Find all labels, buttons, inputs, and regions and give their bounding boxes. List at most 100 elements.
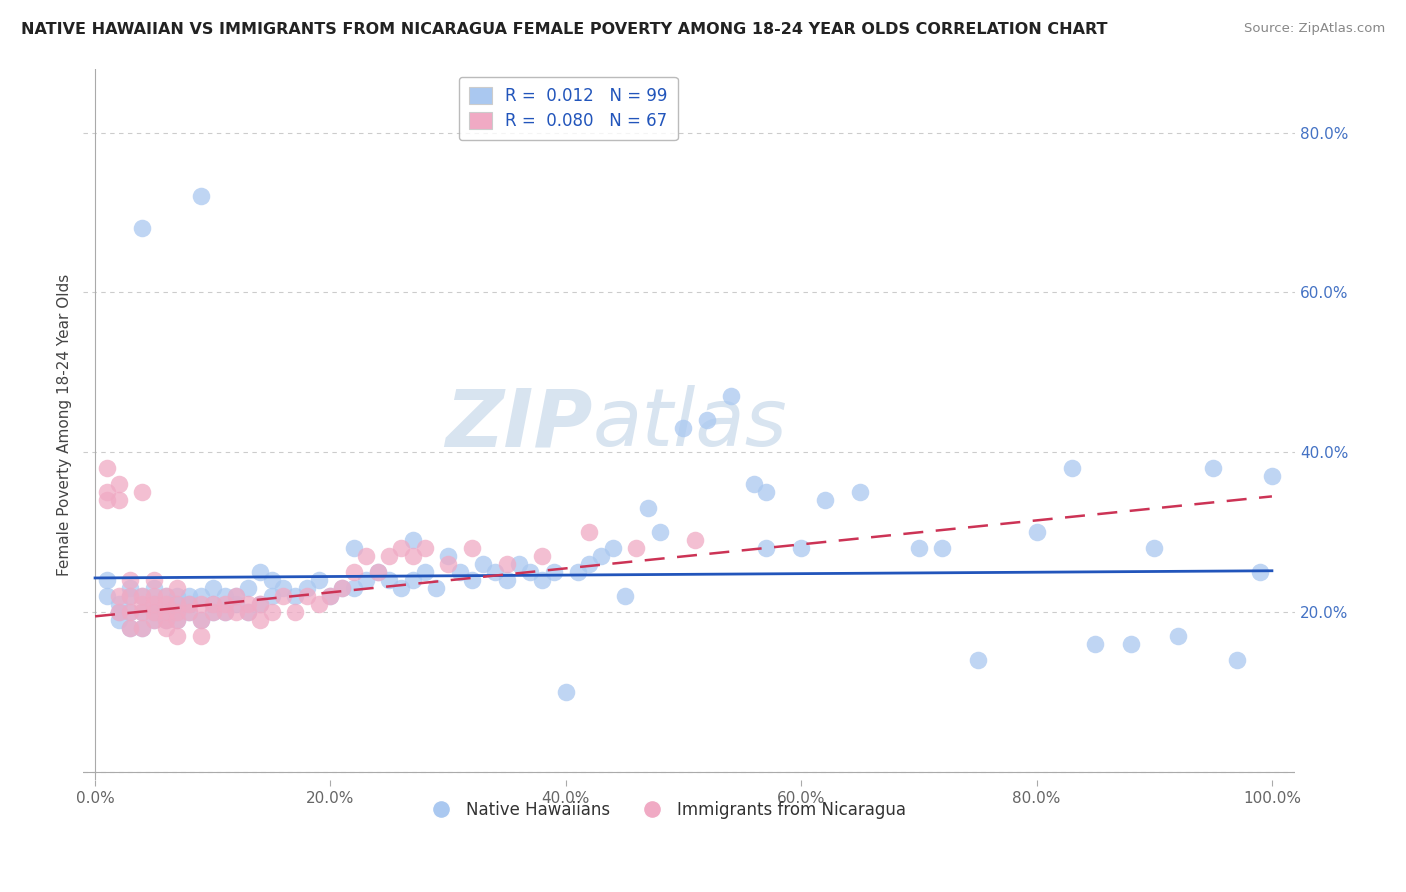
Point	[366, 566, 388, 580]
Point	[131, 621, 153, 635]
Point	[402, 574, 425, 588]
Point	[755, 541, 778, 556]
Point	[166, 605, 188, 619]
Point	[249, 598, 271, 612]
Point	[142, 590, 165, 604]
Point	[96, 461, 118, 475]
Point	[190, 613, 212, 627]
Point	[931, 541, 953, 556]
Point	[696, 413, 718, 427]
Point	[343, 541, 366, 556]
Point	[330, 582, 353, 596]
Point	[378, 549, 401, 564]
Point	[142, 574, 165, 588]
Point	[389, 582, 412, 596]
Point	[155, 621, 177, 635]
Point	[720, 389, 742, 403]
Text: Source: ZipAtlas.com: Source: ZipAtlas.com	[1244, 22, 1385, 36]
Point	[273, 590, 295, 604]
Point	[249, 566, 271, 580]
Point	[1060, 461, 1083, 475]
Point	[155, 613, 177, 627]
Point	[190, 613, 212, 627]
Point	[190, 598, 212, 612]
Point	[142, 613, 165, 627]
Point	[966, 653, 988, 667]
Point	[236, 605, 259, 619]
Point	[96, 574, 118, 588]
Point	[1025, 525, 1047, 540]
Point	[166, 629, 188, 643]
Point	[236, 582, 259, 596]
Point	[107, 493, 129, 508]
Point	[742, 477, 765, 491]
Point	[330, 582, 353, 596]
Point	[1084, 637, 1107, 651]
Point	[354, 549, 377, 564]
Point	[755, 485, 778, 500]
Point	[166, 605, 188, 619]
Point	[814, 493, 837, 508]
Point	[260, 605, 283, 619]
Point	[366, 566, 388, 580]
Point	[166, 590, 188, 604]
Point	[155, 590, 177, 604]
Point	[107, 590, 129, 604]
Point	[402, 533, 425, 548]
Point	[96, 493, 118, 508]
Point	[166, 582, 188, 596]
Point	[460, 574, 482, 588]
Point	[131, 485, 153, 500]
Text: atlas: atlas	[592, 385, 787, 464]
Point	[166, 613, 188, 627]
Point	[120, 582, 142, 596]
Point	[131, 221, 153, 235]
Point	[308, 574, 330, 588]
Point	[602, 541, 624, 556]
Point	[179, 605, 201, 619]
Point	[225, 605, 247, 619]
Point	[284, 605, 307, 619]
Point	[1143, 541, 1166, 556]
Point	[260, 590, 283, 604]
Point	[567, 566, 589, 580]
Point	[142, 598, 165, 612]
Point	[225, 590, 247, 604]
Point	[354, 574, 377, 588]
Point	[626, 541, 648, 556]
Point	[120, 605, 142, 619]
Point	[484, 566, 506, 580]
Point	[496, 558, 519, 572]
Point	[131, 590, 153, 604]
Point	[166, 613, 188, 627]
Point	[249, 613, 271, 627]
Y-axis label: Female Poverty Among 18-24 Year Olds: Female Poverty Among 18-24 Year Olds	[58, 273, 72, 575]
Point	[142, 605, 165, 619]
Text: NATIVE HAWAIIAN VS IMMIGRANTS FROM NICARAGUA FEMALE POVERTY AMONG 18-24 YEAR OLD: NATIVE HAWAIIAN VS IMMIGRANTS FROM NICAR…	[21, 22, 1108, 37]
Point	[214, 598, 236, 612]
Point	[201, 598, 224, 612]
Point	[120, 590, 142, 604]
Point	[96, 485, 118, 500]
Point	[543, 566, 565, 580]
Point	[166, 598, 188, 612]
Point	[1261, 469, 1284, 483]
Point	[413, 541, 436, 556]
Point	[508, 558, 530, 572]
Point	[460, 541, 482, 556]
Point	[519, 566, 541, 580]
Point	[343, 582, 366, 596]
Point	[1167, 629, 1189, 643]
Point	[155, 605, 177, 619]
Point	[260, 574, 283, 588]
Point	[849, 485, 872, 500]
Point	[496, 574, 519, 588]
Point	[214, 605, 236, 619]
Point	[201, 605, 224, 619]
Point	[437, 558, 460, 572]
Point	[179, 598, 201, 612]
Point	[578, 558, 600, 572]
Point	[190, 189, 212, 203]
Point	[142, 582, 165, 596]
Point	[472, 558, 495, 572]
